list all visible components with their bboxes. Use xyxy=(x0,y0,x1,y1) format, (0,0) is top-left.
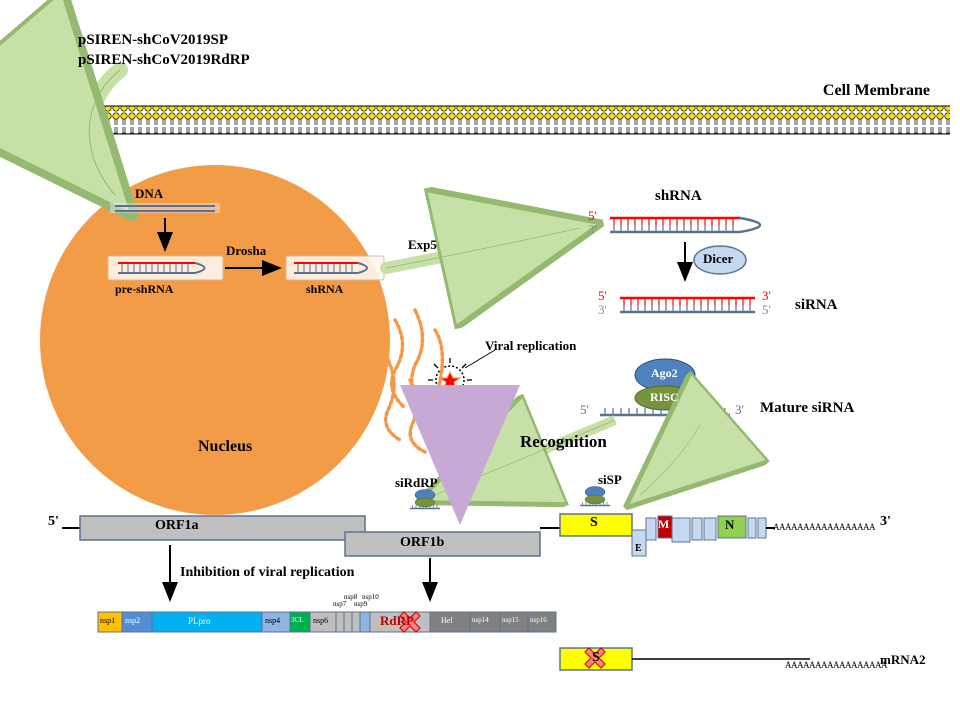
orf1b-label: ORF1b xyxy=(400,535,444,551)
nsp2-label: nsp2 xyxy=(125,616,140,625)
three-prime-4: 3' xyxy=(735,402,744,418)
3cl-label: 3CL xyxy=(291,616,303,624)
n-label: N xyxy=(725,517,734,533)
orf1a-label: ORF1a xyxy=(155,518,199,534)
cell-membrane-label: Cell Membrane xyxy=(823,82,930,100)
nsp9-label: nsp9 xyxy=(354,600,367,608)
five-prime-4: 5' xyxy=(580,402,589,418)
nsp16-label: nsp16 xyxy=(530,616,547,624)
inhibition-label: Inhibition of viral replication xyxy=(180,565,354,581)
mature-sirna-label: Mature siRNA xyxy=(760,400,854,417)
recognition-label: Recognition xyxy=(520,432,607,452)
sirna-label: siRNA xyxy=(795,297,838,314)
three-prime-2: 3' xyxy=(598,302,607,318)
hel-label: Hel xyxy=(441,616,453,625)
orf1a-box xyxy=(80,516,365,540)
pre-shrna-label: pre-shRNA xyxy=(115,282,173,297)
genome-5prime: 5' xyxy=(48,514,59,530)
dicer-label: Dicer xyxy=(703,251,733,267)
nsp10-label: nsp10 xyxy=(362,593,379,601)
siSP-risc xyxy=(580,487,610,506)
shrna-cyt xyxy=(610,218,760,232)
m-label: M xyxy=(658,517,669,532)
rdrp-label: RdRP xyxy=(380,613,414,629)
sisp-label: siSP xyxy=(598,472,622,488)
five-prime-3: 5' xyxy=(762,302,771,318)
shrna-cyt-title: shRNA xyxy=(655,188,702,205)
polya-2: AAAAAAAAAAAAAAAAA xyxy=(785,660,887,670)
nsp7-label: nsp7 xyxy=(333,600,346,608)
plasmid1-label: pSIREN-shCoV2019SP xyxy=(78,32,228,49)
nsp6-label: nsp6 xyxy=(313,616,328,625)
dna-label: DNA xyxy=(135,186,163,202)
s2-label: S xyxy=(592,650,600,666)
ago2-label: Ago2 xyxy=(651,366,678,381)
viral-replication xyxy=(386,310,495,465)
recognition-arrow-sp xyxy=(640,425,700,495)
mrna2-label: mRNA2 xyxy=(880,652,926,668)
nsp4-label: nsp4 xyxy=(265,616,280,625)
viral-rep-label: Viral replication xyxy=(485,338,576,354)
drosha-label: Drosha xyxy=(226,243,266,259)
sirdrp-label: siRdRP xyxy=(395,475,438,491)
nsp15-label: nsp15 xyxy=(502,616,519,624)
s-label: S xyxy=(590,515,598,531)
sirna-duplex xyxy=(620,298,755,312)
polya-1: AAAAAAAAAAAAAAAAA xyxy=(773,522,875,532)
nsp14-label: nsp14 xyxy=(472,616,489,624)
shrna-nuc-label: shRNA xyxy=(306,282,343,297)
e-label: E xyxy=(635,543,642,554)
nucleus-label: Nucleus xyxy=(198,438,252,456)
nsp1-label: nsp1 xyxy=(100,616,115,625)
diagram-svg xyxy=(0,0,960,720)
risc-label: RISC xyxy=(650,390,679,405)
nucleus-circle xyxy=(40,165,390,515)
three-prime-1: 3' xyxy=(588,222,597,238)
exp5-label: Exp5 xyxy=(408,237,437,253)
genome-3prime: 3' xyxy=(880,514,891,530)
plasmid2-label: pSIREN-shCoV2019RdRP xyxy=(78,52,250,69)
cell-membrane xyxy=(10,106,950,134)
plpro-label: PLpro xyxy=(188,616,211,626)
